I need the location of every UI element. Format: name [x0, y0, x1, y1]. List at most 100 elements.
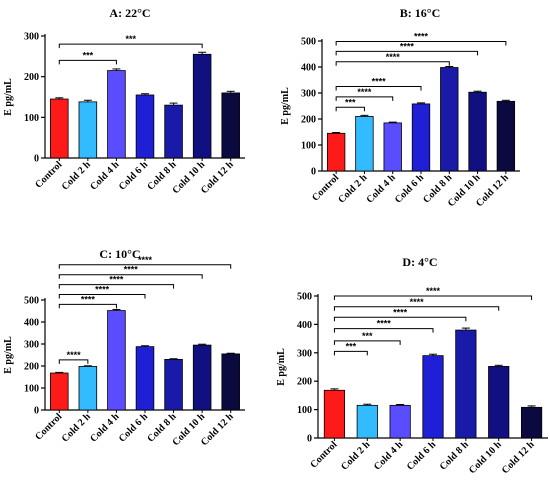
bar [326, 132, 346, 172]
y-tick-label: 0 [307, 434, 312, 445]
bar [411, 103, 431, 172]
significance-bracket [58, 59, 117, 65]
bar [356, 404, 378, 439]
y-tick-label: 300 [24, 340, 39, 351]
bar [78, 101, 98, 159]
y-tick-label: 200 [301, 115, 316, 126]
bar [323, 389, 346, 439]
significance-bracket [58, 359, 89, 364]
y-tick-label: 0 [34, 406, 39, 417]
significance-bracket [58, 284, 175, 289]
significance-bracket [333, 295, 533, 300]
significance-bracket [335, 61, 450, 66]
y-axis-label: E pg/mL [3, 78, 14, 116]
significance-label: **** [95, 285, 110, 295]
bar [520, 406, 543, 439]
significance-bracket [335, 86, 422, 91]
x-tick-label: Cold 6 h [393, 172, 427, 206]
x-tick-label: Cold 2 h [60, 159, 94, 193]
y-tick-label: 100 [24, 384, 39, 395]
significance-label: **** [400, 41, 415, 51]
significance-label: **** [138, 255, 153, 265]
bar [221, 92, 240, 159]
significance-label: *** [346, 341, 357, 351]
panel-title: D: 4°C [402, 255, 437, 269]
panel-title: B: 16°C [400, 6, 440, 20]
significance-bracket [58, 294, 146, 299]
x-tick-label: Cold 6 h [117, 411, 151, 445]
bar [468, 91, 487, 172]
x-tick-label: Cold 6 h [117, 159, 151, 193]
significance-label: **** [410, 297, 425, 307]
y-tick-label: 500 [297, 292, 312, 303]
x-tick-label: Cold 4 h [88, 411, 122, 445]
y-axis-label: E pg/mL [276, 348, 287, 386]
y-tick-label: 100 [301, 141, 316, 152]
bar [164, 104, 183, 159]
significance-label: **** [357, 87, 372, 97]
significance-bracket [58, 43, 203, 49]
x-tick-label: Cold 4 h [88, 159, 122, 193]
significance-label: **** [426, 286, 441, 296]
y-tick-label: 100 [24, 113, 39, 124]
x-tick-label: Cold 6 h [405, 439, 439, 473]
bar [50, 98, 69, 159]
y-tick-label: 100 [297, 405, 312, 416]
significance-label: **** [414, 32, 429, 42]
y-tick-label: 300 [297, 348, 312, 359]
y-tick-label: 0 [34, 154, 39, 165]
x-tick-label: Control [308, 439, 339, 470]
significance-bracket [58, 274, 203, 279]
bar [107, 310, 126, 411]
significance-label: **** [81, 294, 96, 304]
significance-label: **** [67, 350, 82, 360]
significance-bracket [333, 350, 368, 356]
y-axis-label: E pg/mL [3, 336, 14, 374]
significance-bracket [58, 264, 232, 269]
bar [50, 372, 69, 411]
significance-bracket [335, 50, 479, 56]
bar [440, 67, 459, 172]
y-tick-label: 200 [297, 377, 312, 388]
x-tick-label: Cold 4 h [365, 172, 399, 206]
y-tick-label: 400 [301, 63, 316, 74]
bar [135, 94, 155, 159]
y-tick-label: 0 [311, 167, 316, 178]
bar [192, 53, 212, 159]
bar [78, 366, 98, 411]
significance-label: *** [345, 97, 356, 107]
panel-b: B: 16°CE pg/mL0100200300400500ControlCol… [280, 6, 520, 209]
bar [355, 116, 374, 172]
x-tick-label: Cold 10 h [467, 439, 504, 476]
y-tick-label: 300 [301, 89, 316, 100]
bar [422, 355, 444, 439]
significance-label: **** [124, 265, 139, 275]
significance-bracket [333, 306, 500, 311]
x-tick-label: Cold 12 h [500, 439, 537, 476]
significance-label: **** [109, 275, 124, 285]
y-axis-label: E pg/mL [280, 87, 291, 125]
y-tick-label: 500 [24, 296, 39, 307]
significance-label: **** [377, 319, 392, 329]
bar [389, 404, 411, 439]
significance-bracket [58, 303, 117, 309]
y-tick-label: 400 [297, 320, 312, 331]
significance-label: **** [393, 307, 408, 317]
bar [488, 366, 510, 439]
x-tick-label: Cold 2 h [339, 439, 373, 473]
significance-bracket [335, 41, 507, 46]
y-tick-label: 300 [24, 32, 39, 43]
x-tick-label: Cold 2 h [60, 411, 94, 445]
significance-bracket [335, 106, 365, 112]
panel-title: A: 22°C [109, 6, 150, 20]
panel-c: C: 10°CE pg/mL0100200300400500ControlCol… [3, 247, 245, 448]
significance-label: **** [386, 52, 401, 62]
significance-bracket [333, 316, 467, 322]
bar [107, 70, 126, 159]
y-tick-label: 200 [24, 362, 39, 373]
significance-label: *** [362, 331, 373, 341]
significance-label: **** [372, 77, 387, 87]
bar [221, 353, 240, 411]
